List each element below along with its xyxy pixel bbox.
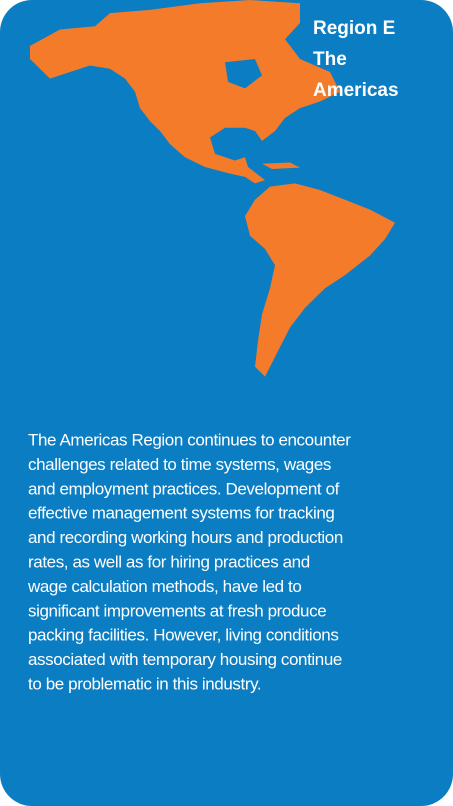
- title-line: The: [313, 49, 347, 70]
- americas-map: [30, 0, 395, 377]
- body-line: effective management systems for trackin…: [28, 504, 334, 523]
- body-line: significant improvements at fresh produc…: [28, 601, 326, 620]
- south-america: [245, 183, 395, 377]
- title-line: Americas: [313, 80, 399, 101]
- title-line: Region E: [313, 18, 395, 39]
- body-line: to be problematic in this industry.: [28, 674, 261, 693]
- body-line: The Americas Region continues to encount…: [28, 430, 351, 449]
- body-line: wage calculation methods, have led to: [27, 577, 301, 596]
- body-line: and recording working hours and producti…: [28, 528, 343, 547]
- body-line: and employment practices. Development of: [28, 479, 340, 498]
- body-line: challenges related to time systems, wage…: [28, 455, 331, 474]
- body-line: associated with temporary housing contin…: [28, 650, 342, 669]
- north-america: [30, 0, 340, 184]
- caribbean: [262, 162, 300, 169]
- body-line: packing facilities. However, living cond…: [28, 626, 338, 645]
- body-line: rates, as well as for hiring practices a…: [28, 552, 310, 571]
